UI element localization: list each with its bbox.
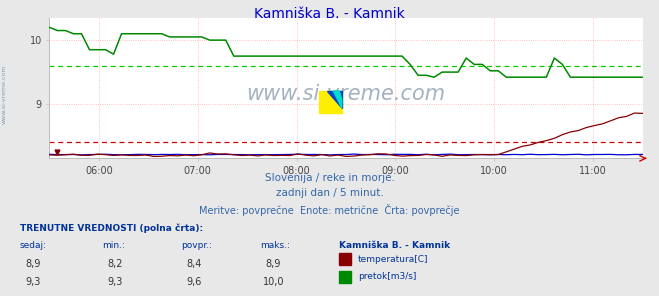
Polygon shape <box>327 91 342 108</box>
Text: pretok[m3/s]: pretok[m3/s] <box>358 272 416 281</box>
Polygon shape <box>333 91 342 108</box>
Text: Meritve: povprečne  Enote: metrične  Črta: povprečje: Meritve: povprečne Enote: metrične Črta:… <box>199 204 460 216</box>
Text: 8,9: 8,9 <box>25 259 41 269</box>
Text: Kamniška B. - Kamnik: Kamniška B. - Kamnik <box>254 7 405 21</box>
Text: Kamniška B. - Kamnik: Kamniška B. - Kamnik <box>339 241 451 250</box>
Text: 9,6: 9,6 <box>186 277 202 287</box>
Text: Slovenija / reke in morje.: Slovenija / reke in morje. <box>264 173 395 183</box>
Text: 8,9: 8,9 <box>266 259 281 269</box>
Text: temperatura[C]: temperatura[C] <box>358 255 428 263</box>
Text: maks.:: maks.: <box>260 241 290 250</box>
Text: sedaj:: sedaj: <box>20 241 47 250</box>
Text: min.:: min.: <box>102 241 125 250</box>
Bar <box>320 91 342 113</box>
Text: 8,4: 8,4 <box>186 259 202 269</box>
Text: povpr.:: povpr.: <box>181 241 212 250</box>
Text: www.si-vreme.com: www.si-vreme.com <box>246 84 445 104</box>
Text: 9,3: 9,3 <box>107 277 123 287</box>
Text: TRENUTNE VREDNOSTI (polna črta):: TRENUTNE VREDNOSTI (polna črta): <box>20 223 203 233</box>
Text: 8,2: 8,2 <box>107 259 123 269</box>
Text: 10,0: 10,0 <box>263 277 284 287</box>
Text: www.si-vreme.com: www.si-vreme.com <box>2 65 7 125</box>
Text: zadnji dan / 5 minut.: zadnji dan / 5 minut. <box>275 188 384 198</box>
Text: 9,3: 9,3 <box>25 277 41 287</box>
